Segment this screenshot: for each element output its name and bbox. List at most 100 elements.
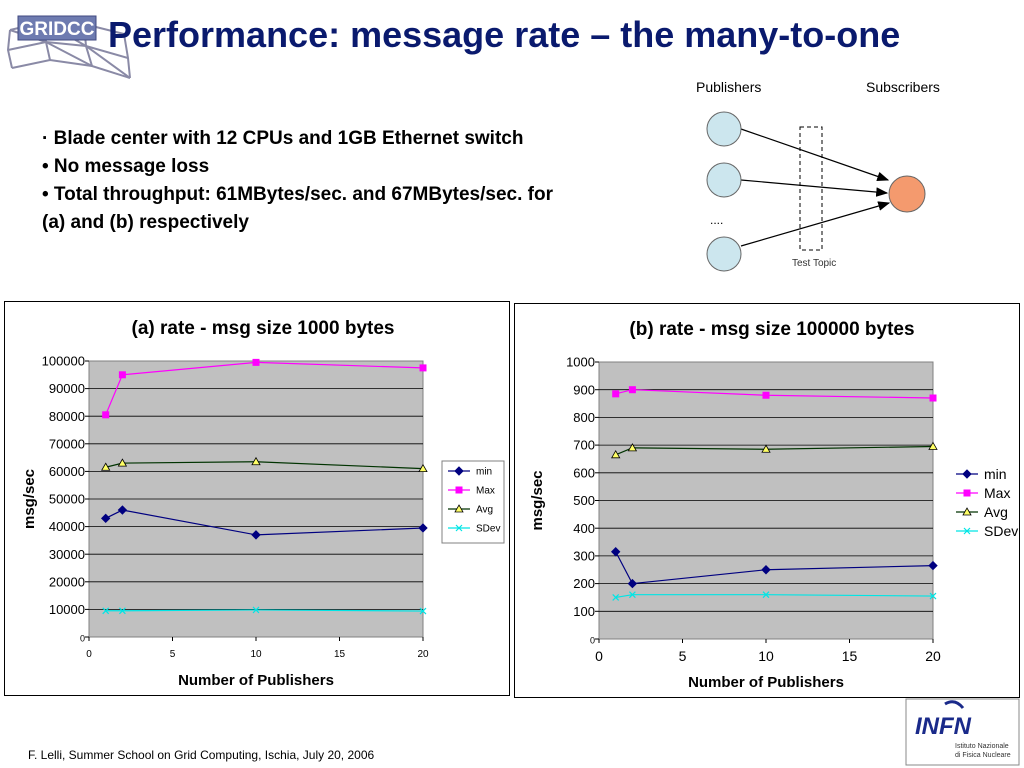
series-max <box>102 358 427 419</box>
data-point-marker <box>627 578 638 589</box>
data-point-marker <box>419 364 427 372</box>
data-point-marker <box>419 607 427 615</box>
bullet-item: (a) and (b) respectively <box>42 212 249 233</box>
data-point-marker <box>761 444 771 453</box>
x-tick-label: 20 <box>925 648 941 664</box>
subscriber-node <box>888 175 926 213</box>
data-point-marker <box>612 594 620 601</box>
topic-label: Test Topic <box>792 258 836 269</box>
data-point-marker <box>100 513 111 524</box>
logo-text: GRIDCC <box>20 19 95 40</box>
series-line <box>615 389 934 399</box>
data-point-marker <box>101 462 111 471</box>
y-tick-label: 600 <box>573 465 595 480</box>
y-tick-label: 500 <box>573 493 595 508</box>
data-point-marker <box>928 441 938 450</box>
data-point-marker <box>118 371 126 379</box>
data-point-marker <box>963 489 971 497</box>
legend-box <box>441 460 505 544</box>
legend-entry: min <box>956 466 1007 482</box>
publisher-node <box>706 162 742 198</box>
series-line <box>615 594 934 599</box>
data-point-marker <box>762 591 770 599</box>
x-tick-label: 15 <box>842 648 858 664</box>
infn-text: INFN <box>915 713 972 740</box>
y-tick-label: 50000 <box>49 492 85 507</box>
x-tick-label: 10 <box>250 649 262 660</box>
data-point-marker <box>118 607 126 615</box>
y-tick-label: 800 <box>573 410 595 425</box>
data-point-marker <box>628 591 636 599</box>
chart-title: (a) rate - msg size 1000 bytes <box>132 318 395 339</box>
data-point-marker <box>455 486 463 494</box>
data-point-marker <box>251 530 261 540</box>
legend-entry: Avg <box>956 504 1008 520</box>
data-point-marker <box>762 391 770 399</box>
series-sdev <box>102 606 427 615</box>
infn-line2: di Fisica Nucleare <box>955 752 1011 759</box>
chart-b: (b) rate - msg size 100000 bytes01002003… <box>529 319 1018 691</box>
data-point-marker <box>117 458 128 467</box>
y-tick-label: 20000 <box>49 574 85 589</box>
chart-title: (b) rate - msg size 100000 bytes <box>629 319 914 340</box>
legend-entry: min <box>448 466 492 478</box>
legend-label: Avg <box>984 504 1008 520</box>
data-point-marker <box>102 607 110 615</box>
infn-logo: INFN Istituto Nazionale di Fisica Nuclea… <box>905 698 1020 766</box>
topology-diagram: Publishers Subscribers Test Topic .... <box>696 79 940 272</box>
x-tick-label: 0 <box>86 649 92 660</box>
data-point-marker <box>962 507 972 516</box>
infn-line1: Istituto Nazionale <box>955 743 1009 750</box>
data-point-marker <box>928 560 938 571</box>
y-tick-label: 30000 <box>49 547 85 562</box>
y-tick-label: 700 <box>573 438 595 453</box>
y-tick-label: 200 <box>573 576 595 591</box>
data-point-marker <box>929 592 937 600</box>
x-tick-label: 5 <box>679 648 687 664</box>
series-sdev <box>612 591 937 601</box>
data-point-marker <box>251 456 261 466</box>
chart-panel-b: (b) rate - msg size 100000 bytes 0 100 200 3… <box>514 303 1020 698</box>
gridcc-logo: GRIDCC <box>6 15 131 79</box>
data-point-marker <box>117 505 128 515</box>
series-line <box>105 361 424 416</box>
slide-title: Performance: message rate – the many-to-… <box>108 14 901 55</box>
series-avg <box>611 441 938 459</box>
y-tick-label: 0 <box>80 634 85 644</box>
x-axis-label: Number of Publishers <box>178 672 334 689</box>
data-point-marker <box>418 463 428 473</box>
footer-text: F. Lelli, Summer School on Grid Computin… <box>28 748 375 762</box>
y-tick-label: 1000 <box>566 355 595 370</box>
legend-label: Avg <box>476 505 493 516</box>
data-point-marker <box>610 547 621 557</box>
publisher-node <box>706 111 742 147</box>
legend-entry: Max <box>956 485 1010 501</box>
legend-label: SDev <box>476 524 500 535</box>
y-axis-label: msg/sec <box>21 469 38 529</box>
series-min <box>100 505 428 540</box>
chart-a: (a) rate - msg size 1000 bytes 0 10000 2000… <box>21 318 505 689</box>
bullet-item: • No message loss <box>42 156 210 177</box>
legend-entry: SDev <box>448 524 500 535</box>
x-tick-label: 10 <box>758 648 774 664</box>
data-point-marker <box>454 504 464 513</box>
legend-label: Max <box>476 486 495 497</box>
publisher-node <box>706 236 742 272</box>
series-line <box>105 509 424 536</box>
y-tick-label: 900 <box>573 382 595 397</box>
arrow-line <box>740 201 891 247</box>
data-point-marker <box>963 527 971 535</box>
bullet-item: • Total throughput: 61MBytes/sec. and 67… <box>42 184 553 205</box>
legend-label: min <box>476 467 492 478</box>
series-avg <box>101 456 428 473</box>
series-line <box>615 551 934 585</box>
series-line <box>615 445 934 456</box>
x-tick-label: 20 <box>417 649 429 660</box>
y-tick-label: 300 <box>573 548 595 563</box>
y-tick-label: 400 <box>573 521 595 536</box>
data-point-marker <box>962 469 972 479</box>
y-tick-label: 60000 <box>49 464 85 479</box>
chart-panel-a: (a) rate - msg size 1000 bytes 0 10000 2000… <box>4 301 510 696</box>
x-tick-label: 5 <box>170 649 176 660</box>
data-point-marker <box>611 449 621 459</box>
